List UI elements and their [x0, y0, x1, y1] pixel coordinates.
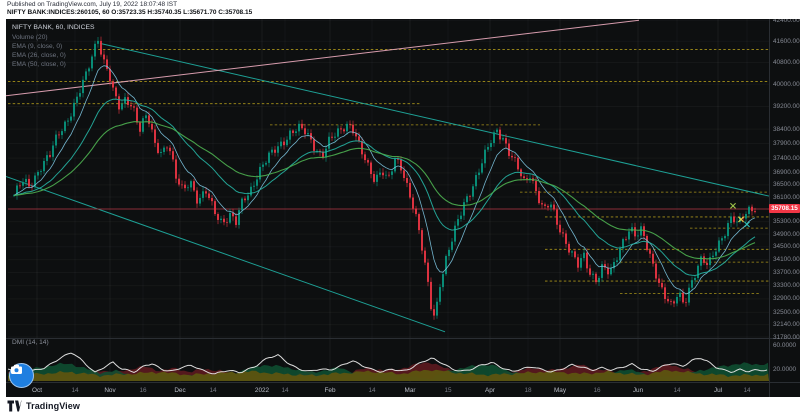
legend-ema-9: EMA (9, close, 0) [12, 42, 63, 50]
time-tick-label: Apr [485, 387, 495, 394]
time-tick-label: Oct [32, 387, 42, 394]
chart-legend: NIFTY BANK, 60, INDICES Volume (20) EMA … [12, 23, 95, 70]
price-tick-label: 32900.00 [773, 295, 800, 303]
tradingview-logo-icon [7, 400, 22, 412]
time-tick-label: 16 [593, 387, 601, 394]
time-tick-label: Jul [713, 387, 723, 394]
time-tick-label: Dec [174, 387, 186, 394]
tradingview-footer[interactable]: TradingView [7, 399, 80, 413]
time-tick-label: Feb [324, 387, 336, 394]
price-tick-label: 40000.00 [773, 80, 800, 88]
camera-icon [11, 364, 22, 374]
price-tick-label: 36500.00 [773, 181, 800, 189]
price-tick-label: 34900.00 [773, 230, 800, 238]
chart-canvas[interactable] [6, 19, 800, 397]
time-tick-label: 14 [209, 387, 217, 394]
price-tick-label: 42400.00 [773, 19, 800, 24]
price-tick-label: 35300.00 [773, 218, 800, 226]
time-tick-label: Jun [632, 387, 644, 394]
chart-area[interactable]: NIFTY BANK, 60, INDICES Volume (20) EMA … [6, 19, 800, 397]
published-timestamp: Published on TradingView.com, July 19, 2… [7, 1, 178, 8]
price-tick-label: 33700.00 [773, 269, 800, 276]
price-tick-label: 36900.00 [773, 169, 800, 177]
price-tick-label: 40800.00 [773, 59, 800, 66]
time-tick-label: Nov [104, 387, 116, 394]
price-tick-label: 34100.00 [773, 256, 800, 264]
time-tick-label: May [553, 387, 567, 394]
time-tick-label: 14 [743, 387, 751, 394]
price-tick-label: 32140.00 [773, 321, 800, 329]
snapshot-header: Published on TradingView.com, July 19, 2… [7, 1, 252, 17]
time-tick-label: 14 [368, 387, 376, 394]
last-price-tag: 35708.15 [769, 204, 800, 213]
price-tick-label: 36100.00 [773, 193, 800, 201]
dmi-indicator-label: DMI (14, 14) [12, 339, 49, 346]
legend-ema-26: EMA (26, close, 0) [12, 52, 66, 60]
time-tick-label: 2022 [254, 387, 270, 394]
time-tick-label: 14 [281, 387, 289, 394]
price-tick-label: 41600.00 [773, 37, 800, 45]
price-tick-label: 31780.00 [773, 333, 800, 341]
price-tick-label: 33300.00 [773, 282, 800, 290]
legend-symbol-title: NIFTY BANK, 60, INDICES [12, 24, 95, 31]
dmi-tick-label: 20.0000 [773, 365, 797, 373]
price-tick-label: 34500.00 [773, 243, 800, 251]
time-tick-label: 15 [444, 387, 452, 394]
time-tick-label: 14 [673, 387, 681, 394]
tradingview-wordmark: TradingView [26, 401, 80, 411]
price-tick-label: 37400.00 [773, 154, 800, 162]
price-tick-label: 37900.00 [773, 140, 800, 147]
legend-ema-50: EMA (50, close, 0) [12, 61, 66, 69]
time-tick-label: 18 [524, 387, 532, 394]
symbol-ohlc-line: NIFTY BANK:INDICES:260105, 60 O:35723.35… [7, 9, 253, 16]
legend-volume: Volume (20) [12, 33, 48, 41]
price-tick-label: 38400.00 [773, 125, 800, 133]
price-tick-label: 32500.00 [773, 308, 800, 316]
snapshot-idea-badge[interactable] [9, 363, 34, 388]
dmi-tick-label: 60.0000 [773, 341, 797, 349]
time-tick-label: 16 [139, 387, 147, 394]
price-tick-label: 39200.00 [773, 103, 800, 110]
time-tick-label: 14 [71, 387, 79, 394]
time-tick-label: Mar [404, 387, 416, 394]
